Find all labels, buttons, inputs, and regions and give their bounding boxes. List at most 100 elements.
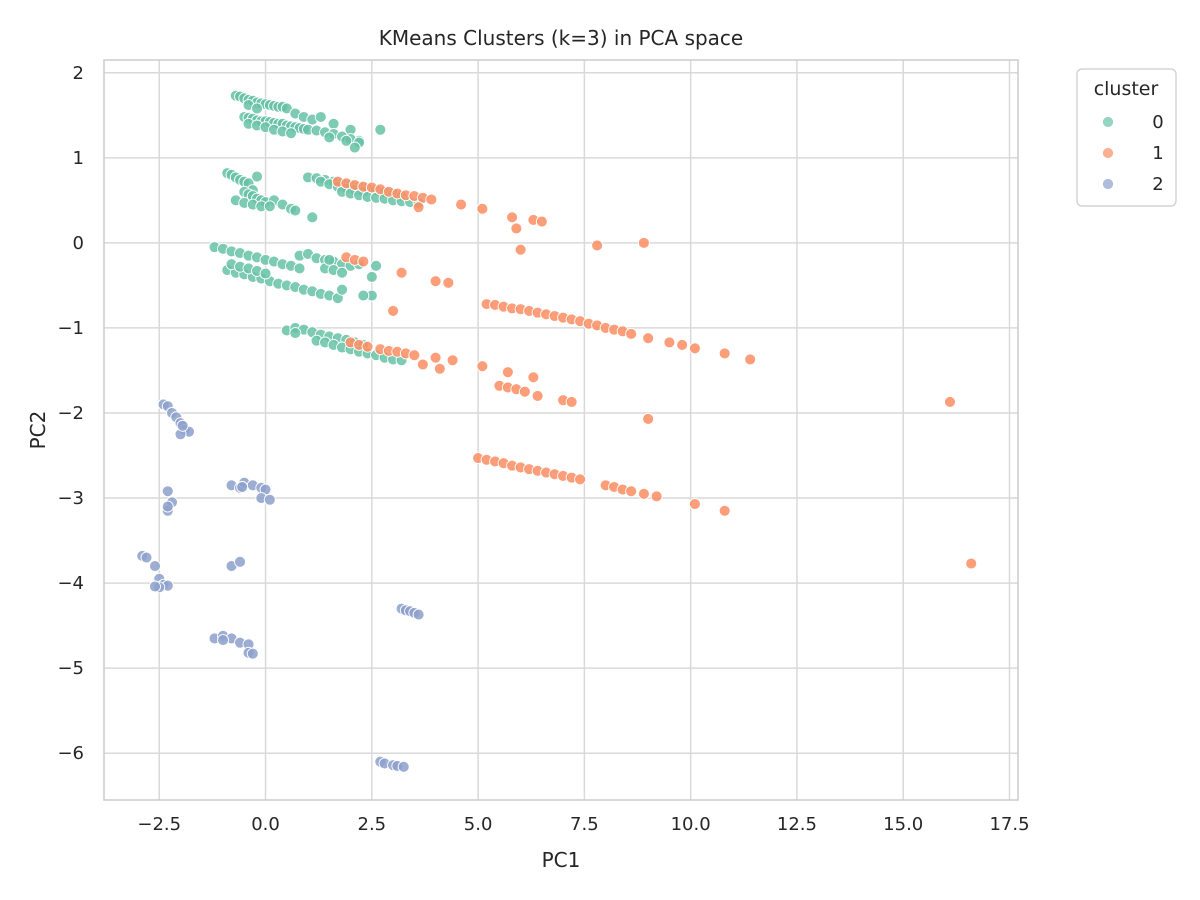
data-point <box>416 358 429 371</box>
data-point <box>442 276 455 289</box>
x-tick-label: 5.0 <box>464 814 493 835</box>
data-point <box>625 485 638 498</box>
y-tick-label: 2 <box>73 63 84 84</box>
data-points <box>136 89 978 773</box>
data-point <box>625 327 638 340</box>
data-point <box>289 204 302 217</box>
data-point <box>637 487 650 500</box>
data-point <box>531 390 544 402</box>
data-point <box>176 419 189 432</box>
data-point <box>289 327 302 339</box>
y-tick-label: −2 <box>57 403 84 424</box>
data-point <box>944 395 956 408</box>
x-tick-label: 12.5 <box>777 814 817 835</box>
data-point <box>688 342 701 355</box>
data-point <box>323 253 336 266</box>
data-point <box>535 215 548 228</box>
data-point <box>642 412 655 425</box>
data-point <box>429 275 442 288</box>
x-tick-label: 17.5 <box>989 814 1029 835</box>
y-tick-label: −4 <box>57 573 84 594</box>
y-tick-label: −3 <box>57 488 84 509</box>
x-tick-label: −2.5 <box>137 814 181 835</box>
legend-label-1: 1 <box>1152 143 1163 164</box>
data-point <box>412 608 425 621</box>
data-point <box>663 336 676 349</box>
data-point <box>506 211 519 224</box>
data-point <box>510 222 523 235</box>
data-point <box>395 266 408 279</box>
data-point <box>149 580 161 593</box>
data-point <box>306 211 319 224</box>
y-tick-label: 1 <box>73 148 84 169</box>
y-tick-label: −5 <box>57 658 84 679</box>
data-point <box>565 395 578 408</box>
legend-label-2: 2 <box>1152 174 1163 195</box>
data-point <box>591 239 604 252</box>
data-point <box>455 198 468 211</box>
data-point <box>314 111 327 123</box>
data-point <box>149 560 161 573</box>
data-point <box>259 267 272 280</box>
data-point <box>285 127 298 140</box>
data-point <box>642 332 655 345</box>
data-point <box>574 473 587 486</box>
data-point <box>518 385 531 398</box>
data-point <box>425 193 438 206</box>
data-point <box>251 102 263 115</box>
data-point <box>676 338 689 351</box>
data-point <box>718 504 731 517</box>
series-2 <box>136 398 425 773</box>
data-point <box>476 202 489 215</box>
data-point <box>637 236 650 249</box>
series-1 <box>331 175 978 570</box>
data-point <box>965 557 978 570</box>
chart-title: KMeans Clusters (k=3) in PCA space <box>379 26 744 50</box>
data-point <box>387 304 400 317</box>
data-point <box>370 259 383 272</box>
data-point <box>433 362 446 375</box>
data-point <box>251 170 263 183</box>
y-tick-label: −6 <box>57 743 84 764</box>
y-tick-label: 0 <box>73 233 84 254</box>
legend-items: 0 1 2 <box>1102 112 1164 195</box>
data-point <box>217 634 229 647</box>
legend: cluster 0 1 2 <box>1076 68 1177 207</box>
data-point <box>336 283 349 296</box>
tick-labels: −2.5 0.0 2.5 5.0 7.5 10.0 12.5 15.0 17.5 −6 −5 −4 −3… <box>57 63 1029 835</box>
data-point <box>412 201 425 214</box>
data-point <box>234 555 246 568</box>
y-axis-label: PC2 <box>26 411 50 450</box>
data-point <box>348 141 361 154</box>
legend-label-0: 0 <box>1152 112 1163 133</box>
data-point <box>357 255 370 268</box>
data-point <box>263 493 276 506</box>
data-point <box>327 117 340 130</box>
data-point <box>501 366 514 379</box>
data-point <box>527 371 540 384</box>
data-point <box>357 289 370 302</box>
data-point <box>140 551 153 564</box>
x-axis-label: PC1 <box>542 848 581 872</box>
legend-title: cluster <box>1094 78 1159 100</box>
legend-marker-0 <box>1102 116 1114 128</box>
grid <box>104 60 1018 800</box>
data-point <box>246 647 259 660</box>
data-point <box>336 266 349 279</box>
x-tick-label: 2.5 <box>358 814 387 835</box>
x-tick-label: 7.5 <box>570 814 599 835</box>
data-point <box>236 481 249 493</box>
data-point <box>293 262 306 275</box>
data-point <box>161 500 174 513</box>
data-point <box>429 351 442 364</box>
data-point <box>397 760 410 773</box>
data-point <box>161 485 174 498</box>
y-tick-label: −1 <box>57 318 84 339</box>
data-point <box>263 200 276 213</box>
data-point <box>688 498 701 510</box>
x-tick-label: 10.0 <box>671 814 711 835</box>
data-point <box>365 270 378 283</box>
x-tick-label: 0.0 <box>251 814 280 835</box>
